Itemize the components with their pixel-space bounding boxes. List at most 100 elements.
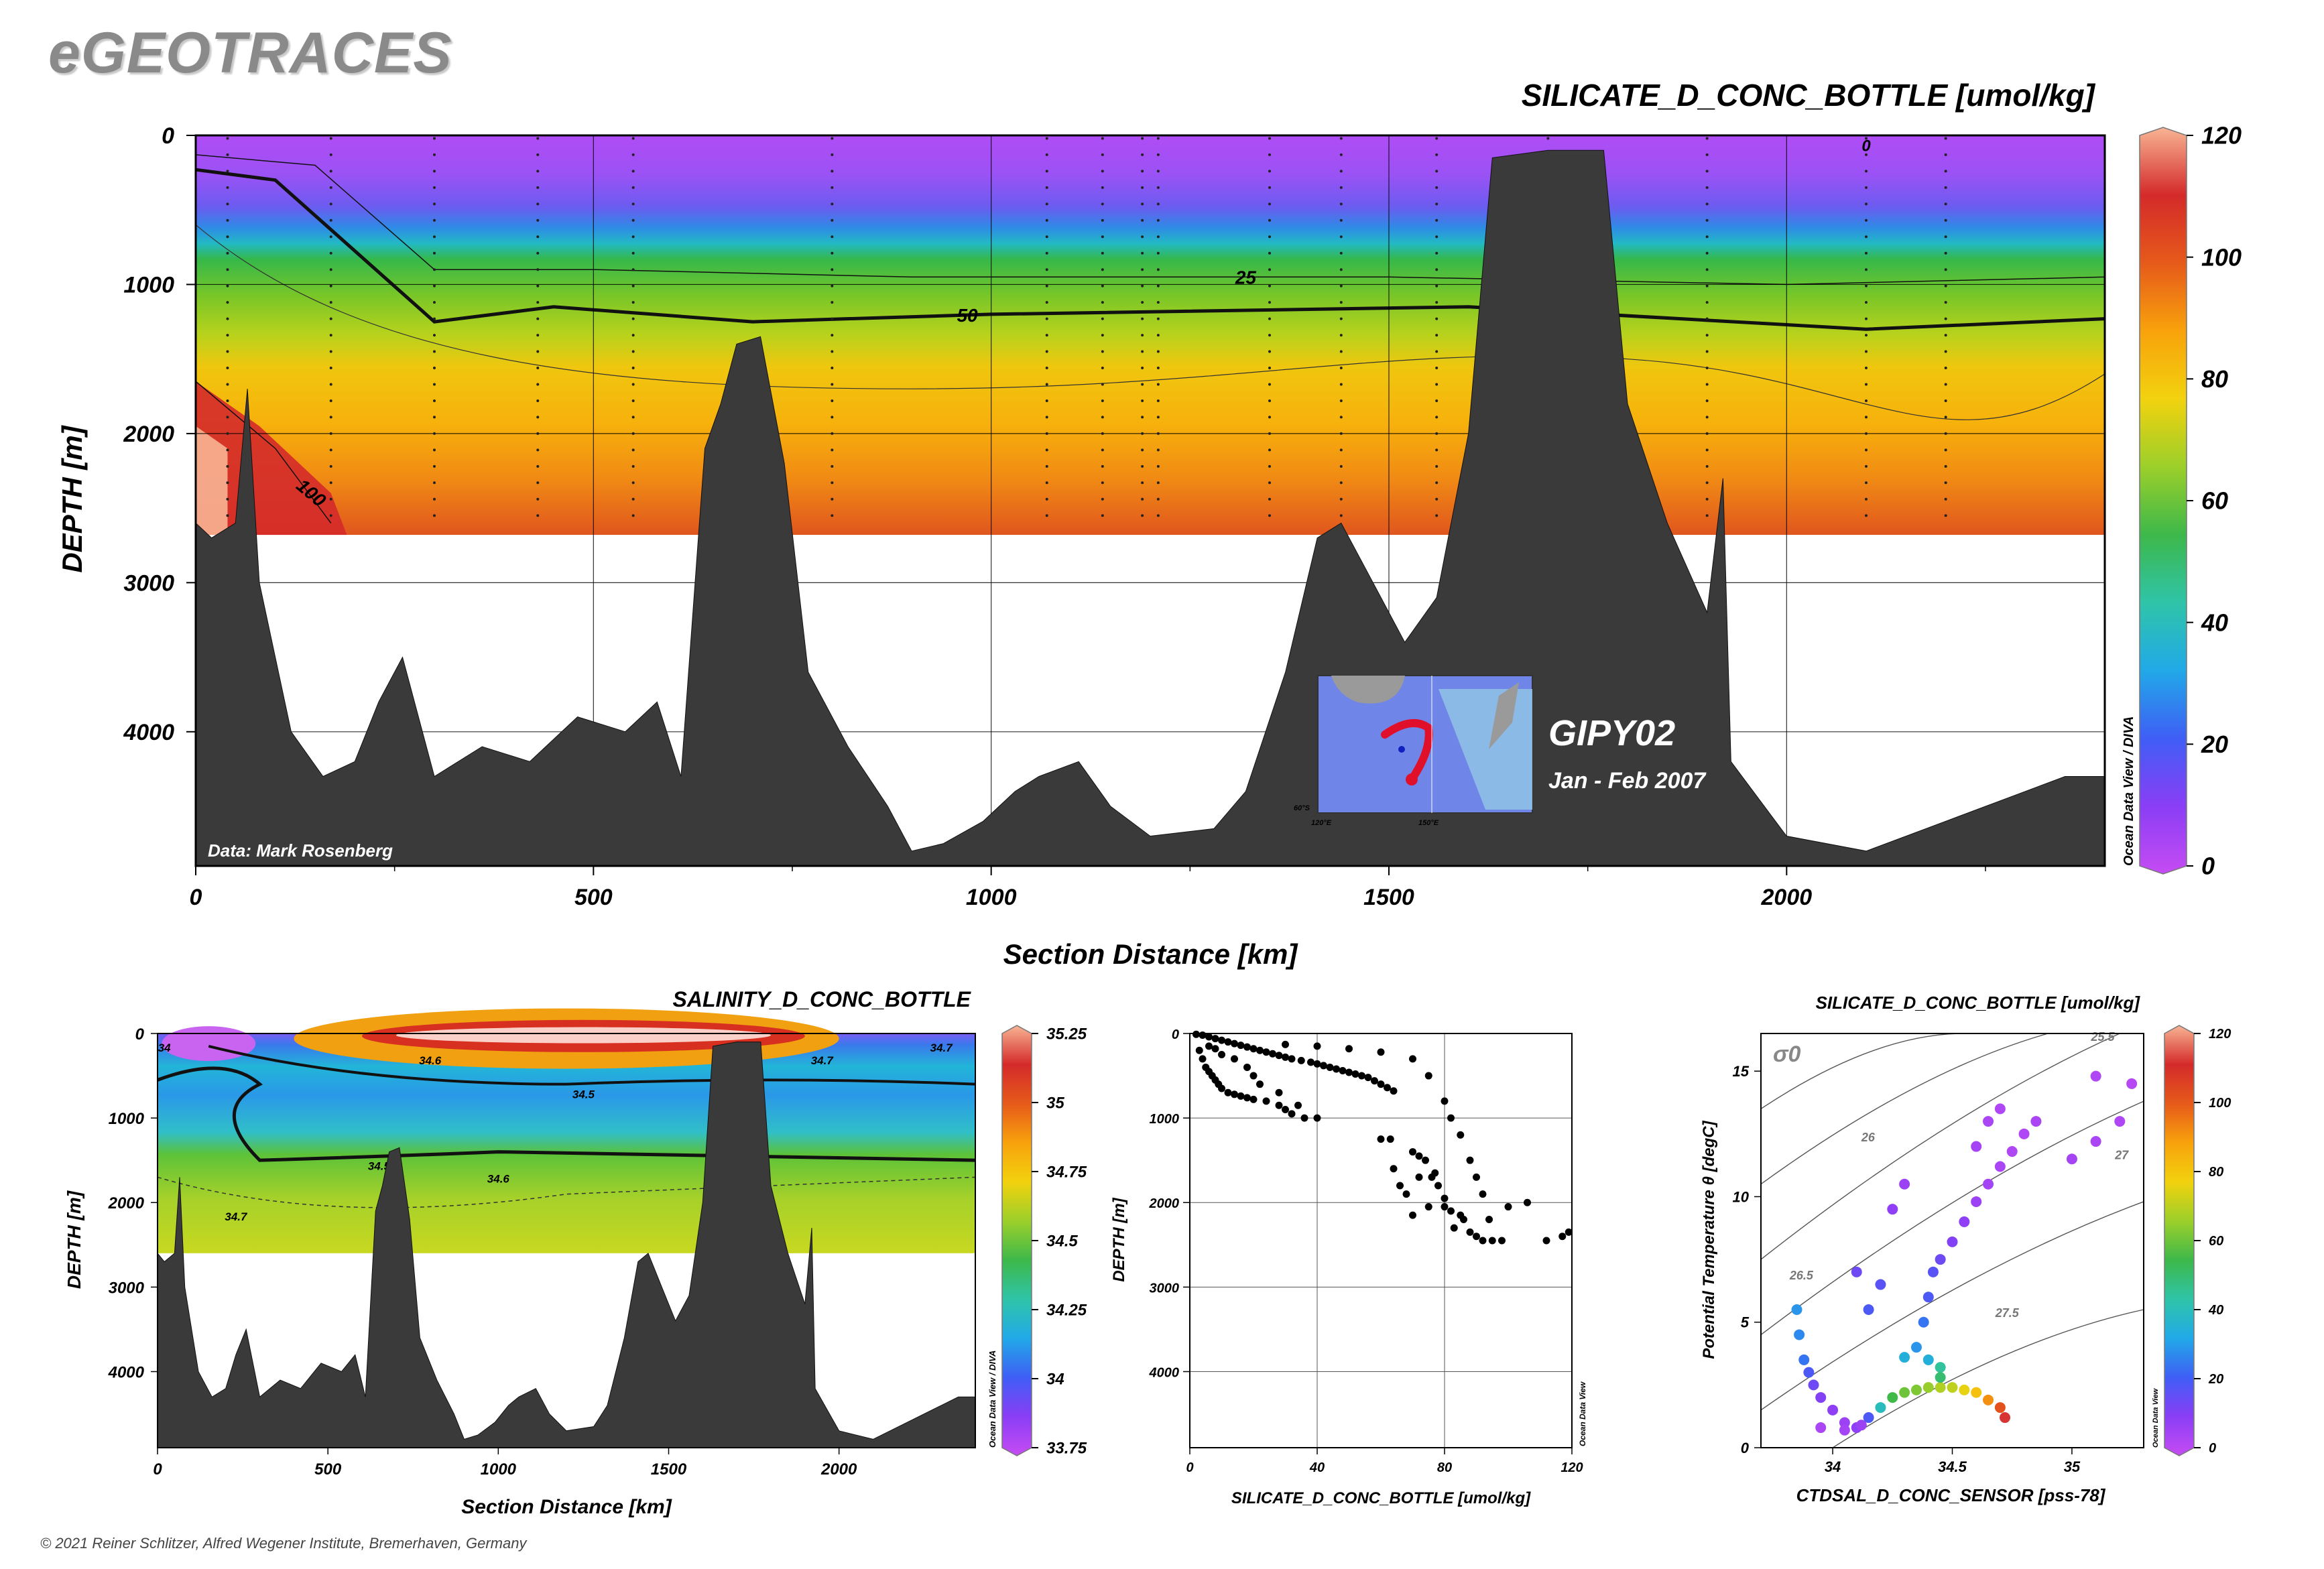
station-sample-dot: [226, 416, 229, 419]
station-sample-dot: [1156, 334, 1160, 337]
profile-xtick-label: 80: [1437, 1460, 1452, 1475]
station-sample-dot: [1045, 350, 1048, 353]
ts-ylabel: Potential Temperature θ [degC]: [1700, 1120, 1718, 1359]
station-sample-dot: [1156, 218, 1160, 222]
station-sample-dot: [831, 448, 834, 452]
station-sample-dot: [1156, 284, 1160, 288]
station-sample-dot: [329, 317, 332, 320]
profile-point: [1313, 1114, 1321, 1122]
station-sample-dot: [1435, 399, 1439, 402]
station-sample-dot: [1141, 350, 1144, 353]
station-sample-dot: [1141, 137, 1144, 140]
station-sample-dot: [1944, 284, 1947, 288]
profile-point: [1364, 1074, 1372, 1082]
station-sample-dot: [1268, 137, 1271, 140]
main-colorbar-tick-label: 60: [2201, 487, 2228, 515]
profile-point: [1300, 1114, 1308, 1122]
profile-point: [1249, 1072, 1258, 1080]
profile-point: [1441, 1194, 1449, 1202]
ts-point: [2066, 1153, 2077, 1165]
profile-point: [1473, 1233, 1480, 1241]
station-sample-dot: [433, 186, 436, 189]
station-sample-dot: [433, 251, 436, 255]
station-sample-dot: [1141, 497, 1144, 501]
station-sample-dot: [631, 186, 635, 189]
station-sample-dot: [1705, 268, 1709, 271]
station-sample-dot: [1435, 367, 1439, 370]
station-sample-dot: [1865, 170, 1868, 173]
inset-map-track-end: [1406, 773, 1418, 786]
salinity-colorbar-tick-label: 34.5: [1046, 1232, 1078, 1250]
station-sample-dot: [433, 497, 436, 501]
station-sample-dot: [1865, 202, 1868, 206]
station-sample-dot: [1865, 514, 1868, 517]
station-sample-dot: [1705, 350, 1709, 353]
main-colorbar: [2139, 127, 2187, 875]
station-sample-dot: [433, 218, 436, 222]
profile-point: [1256, 1080, 1264, 1088]
station-sample-dot: [329, 416, 332, 419]
profile-point: [1384, 1084, 1391, 1092]
salinity-field: [158, 1033, 975, 1253]
station-sample-dot: [1865, 481, 1868, 485]
station-sample-dot: [631, 170, 635, 173]
station-sample-dot: [1156, 268, 1160, 271]
station-sample-dot: [1141, 235, 1144, 239]
station-sample-dot: [1045, 432, 1048, 435]
station-sample-dot: [1865, 153, 1868, 156]
profile-point: [1288, 1055, 1296, 1063]
profile-point: [1275, 1088, 1283, 1096]
station-sample-dot: [831, 334, 834, 337]
station-sample-dot: [631, 284, 635, 288]
profile-point: [1479, 1237, 1487, 1245]
profile-point: [1409, 1055, 1416, 1063]
station-sample-dot: [1944, 218, 1947, 222]
station-sample-dot: [1339, 170, 1343, 173]
station-sample-dot: [1339, 334, 1343, 337]
salinity-colorbar-tick-label: 34: [1046, 1370, 1064, 1388]
isopycnal-line: [1760, 1033, 2120, 1260]
station-sample-dot: [433, 268, 436, 271]
ts-point: [1875, 1402, 1886, 1414]
station-sample-dot: [1101, 251, 1104, 255]
salinity-colorbar-tick-label: 33.75: [1046, 1439, 1087, 1457]
station-sample-dot: [433, 317, 436, 320]
salinity-colorbar-tick-label: 34.75: [1046, 1163, 1087, 1181]
station-sample-dot: [1339, 481, 1343, 485]
station-sample-dot: [433, 448, 436, 452]
station-sample-dot: [1435, 350, 1439, 353]
station-sample-dot: [1156, 235, 1160, 239]
station-sample-dot: [1156, 153, 1160, 156]
station-sample-dot: [1865, 251, 1868, 255]
station-sample-dot: [226, 137, 229, 140]
profile-point: [1326, 1063, 1334, 1071]
station-sample-dot: [1705, 137, 1709, 140]
station-sample-dot: [226, 497, 229, 501]
station-sample-dot: [831, 464, 834, 468]
station-sample-dot: [1339, 514, 1343, 517]
station-sample-dot: [536, 481, 540, 485]
station-sample-dot: [831, 251, 834, 255]
station-sample-dot: [1156, 514, 1160, 517]
station-sample-dot: [1865, 383, 1868, 386]
station-sample-dot: [1156, 137, 1160, 140]
profile-point: [1231, 1055, 1238, 1063]
station-sample-dot: [631, 497, 635, 501]
isopycnal-label: 26: [1861, 1131, 1876, 1144]
station-sample-dot: [1865, 301, 1868, 304]
isopycnal-label: 27.5: [1995, 1306, 2020, 1320]
station-sample-dot: [1101, 497, 1104, 501]
profile-point: [1450, 1224, 1458, 1232]
ts-xlabel: CTDSAL_D_CONC_SENSOR [pss-78]: [1796, 1485, 2106, 1505]
station-sample-dot: [1045, 218, 1048, 222]
station-sample-dot: [226, 317, 229, 320]
profile-point: [1402, 1190, 1410, 1198]
station-sample-dot: [1268, 334, 1271, 337]
profile-point: [1542, 1237, 1550, 1245]
station-sample-dot: [1101, 416, 1104, 419]
salinity-contour-34-6: [208, 1044, 976, 1086]
station-sample-dot: [1339, 416, 1343, 419]
sigma-label: σ0: [1773, 1042, 1801, 1067]
station-sample-dot: [831, 367, 834, 370]
